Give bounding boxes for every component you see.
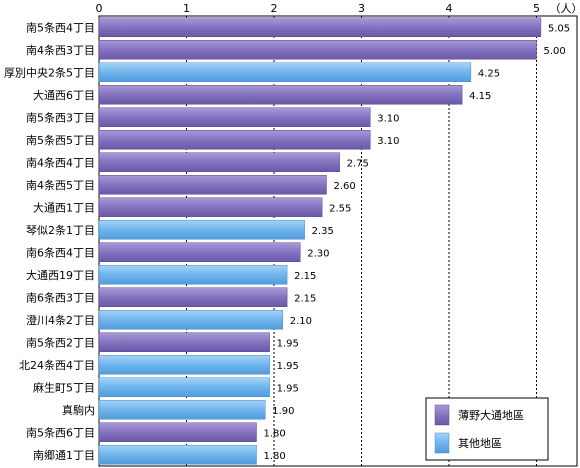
bar — [98, 197, 323, 217]
data-label: 2.75 — [347, 158, 369, 169]
data-label: 4.25 — [478, 68, 500, 79]
bar — [98, 175, 327, 195]
data-label: 2.60 — [334, 181, 356, 192]
bar — [98, 17, 542, 37]
chart-marks: 南5条西4丁目 5.05 南4条西3丁目 5.00 厚別中央2条5丁目 4.25 大通西6丁… — [4, 17, 570, 465]
data-label: 2.15 — [294, 271, 316, 282]
legend-label: 薄野大通地區 — [458, 408, 524, 422]
data-label: 3.10 — [377, 136, 399, 147]
data-label: 2.55 — [329, 203, 351, 214]
x-tick-label: 3 — [358, 2, 365, 15]
category-label: 大通西19丁目 — [26, 268, 95, 282]
data-label: 5.05 — [548, 23, 570, 34]
data-label: 1.95 — [277, 338, 299, 349]
category-label: 大通西6丁目 — [33, 88, 95, 102]
category-label: 南5条西5丁目 — [26, 133, 95, 147]
category-label: 厚別中央2条5丁目 — [4, 65, 95, 79]
bar — [98, 152, 340, 172]
category-label: 南6条西3丁目 — [26, 290, 95, 304]
category-label: 南6条西4丁目 — [26, 245, 95, 259]
category-label: 澄川4条2丁目 — [26, 313, 95, 327]
data-label: 2.35 — [312, 226, 334, 237]
bar — [98, 242, 301, 262]
bar — [98, 220, 305, 240]
bar — [98, 265, 288, 285]
category-label: 南5条西6丁目 — [26, 425, 95, 439]
bar — [98, 62, 472, 82]
data-label: 5.00 — [544, 46, 566, 57]
category-label: 北24条西4丁目 — [19, 358, 95, 372]
category-label: 南4条西3丁目 — [26, 43, 95, 57]
legend-swatch — [434, 404, 450, 426]
x-tick-label: 1 — [183, 2, 190, 15]
data-label: 1.95 — [277, 361, 299, 372]
legend-swatch — [434, 432, 450, 454]
x-tick-label: 0 — [96, 2, 103, 15]
category-label: 琴似2条1丁目 — [26, 223, 95, 237]
x-tick-label: 4 — [446, 2, 453, 15]
data-label: 3.10 — [377, 113, 399, 124]
category-label: 南郷通1丁目 — [33, 448, 95, 462]
category-label: 大通西1丁目 — [33, 200, 95, 214]
bar — [98, 332, 270, 352]
data-label: 2.10 — [290, 316, 312, 327]
bar — [98, 355, 270, 375]
category-label: 南4条西5丁目 — [26, 178, 95, 192]
bar — [98, 445, 257, 465]
bar — [98, 107, 371, 127]
data-label: 1.90 — [272, 406, 294, 417]
legend-label: 其他地區 — [458, 437, 502, 450]
data-label: 2.15 — [294, 293, 316, 304]
data-label: 1.80 — [264, 428, 286, 439]
unit-label: （人） — [550, 2, 580, 15]
data-label: 4.15 — [469, 91, 491, 102]
data-label: 2.30 — [307, 248, 329, 259]
category-label: 麻生町5丁目 — [33, 380, 95, 394]
bar — [98, 85, 463, 105]
bar — [98, 40, 537, 60]
category-label: 南5条西3丁目 — [26, 110, 95, 124]
bar — [98, 310, 283, 330]
category-label: 南4条西4丁目 — [26, 155, 95, 169]
category-label: 真駒内 — [62, 403, 95, 417]
category-label: 南5条西2丁目 — [26, 335, 95, 349]
x-tick-label: 5 — [533, 2, 540, 15]
bar — [98, 377, 270, 397]
data-label: 1.80 — [264, 451, 286, 462]
data-label: 1.95 — [277, 383, 299, 394]
bar — [98, 130, 371, 150]
category-label: 南5条西4丁目 — [26, 20, 95, 34]
bar — [98, 422, 257, 442]
x-tick-label: 2 — [271, 2, 278, 15]
bar — [98, 287, 288, 307]
bar — [98, 400, 266, 420]
